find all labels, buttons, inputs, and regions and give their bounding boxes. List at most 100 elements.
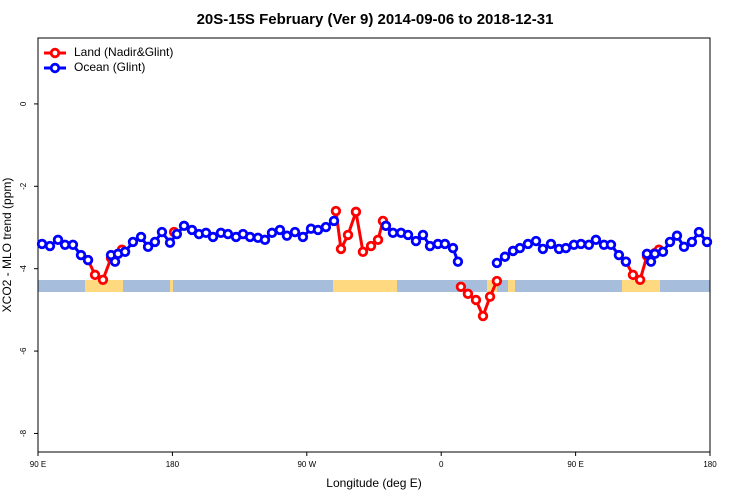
point: [439, 238, 451, 250]
point: [164, 237, 176, 248]
point: [477, 310, 489, 322]
point: [36, 238, 48, 250]
point: [89, 269, 101, 281]
point: [67, 239, 79, 250]
x-tick-label: 180: [703, 460, 717, 469]
point: [75, 249, 87, 261]
point: [244, 231, 256, 243]
point: [455, 281, 467, 293]
point: [484, 291, 496, 302]
point: [522, 238, 534, 250]
point: [281, 230, 293, 241]
point: [410, 235, 422, 247]
point: [328, 215, 340, 227]
point: [605, 239, 617, 250]
point: [701, 236, 713, 248]
point: [514, 242, 526, 254]
point: [135, 231, 147, 243]
point: [627, 269, 639, 281]
point: [499, 251, 511, 262]
point: [613, 249, 625, 261]
point: [671, 230, 683, 241]
point: [274, 224, 286, 236]
point: [207, 231, 219, 243]
legend-label: Land (Nadir&Glint): [74, 45, 173, 59]
point: [560, 242, 572, 254]
point: [266, 227, 278, 239]
point: [634, 274, 646, 286]
x-tick-label: 90 E: [30, 460, 46, 469]
point: [372, 234, 384, 246]
point: [530, 235, 542, 247]
y-tick-label: -2: [19, 182, 28, 190]
point: [417, 229, 429, 241]
y-tick-label: -8: [19, 429, 28, 437]
point: [259, 234, 271, 246]
point: [575, 238, 587, 250]
land-band: [508, 280, 515, 292]
point: [462, 288, 474, 300]
point: [350, 206, 362, 218]
y-tick-label: 0: [19, 101, 28, 106]
point: [320, 221, 332, 233]
point: [387, 227, 399, 239]
point: [289, 226, 301, 238]
point: [59, 239, 71, 250]
point: [649, 248, 661, 260]
point: [491, 275, 503, 287]
point: [82, 254, 94, 266]
y-tick-label: -4: [19, 265, 28, 273]
point: [620, 256, 632, 267]
point: [97, 274, 109, 286]
legend-marker: [49, 62, 61, 74]
point: [156, 226, 168, 238]
point: [149, 236, 161, 248]
point: [200, 227, 212, 239]
point: [590, 234, 602, 246]
x-axis-label: Longitude (deg E): [326, 476, 421, 490]
point: [470, 294, 482, 306]
point: [380, 220, 392, 232]
point: [491, 257, 503, 269]
point: [297, 231, 309, 243]
point: [335, 243, 347, 255]
point: [142, 241, 154, 253]
land-band: [487, 280, 497, 292]
x-tick-label: 90 W: [297, 460, 316, 469]
legend-marker: [49, 47, 61, 59]
point: [222, 228, 234, 240]
point: [44, 240, 56, 252]
point: [645, 256, 657, 267]
land-band: [85, 280, 123, 292]
point: [119, 246, 131, 257]
point: [693, 226, 705, 238]
land-band: [333, 280, 397, 292]
point: [342, 229, 354, 241]
point: [171, 228, 183, 240]
land-band: [170, 280, 173, 292]
point: [365, 240, 377, 252]
point: [664, 236, 676, 248]
point: [678, 241, 690, 253]
series-line: [86, 210, 660, 321]
chart-title: 20S-15S February (Ver 9) 2014-09-06 to 2…: [197, 11, 554, 28]
x-tick-label: 0: [439, 460, 444, 469]
point: [537, 243, 549, 255]
land-band: [622, 280, 660, 292]
point: [127, 236, 139, 248]
legend-label: Ocean (Glint): [74, 60, 145, 74]
point: [424, 240, 436, 252]
point: [657, 246, 669, 257]
point: [641, 248, 653, 260]
point: [330, 205, 342, 217]
surface-mask: [38, 280, 710, 292]
y-tick-label: -6: [19, 347, 28, 355]
x-tick-label: 180: [166, 460, 180, 469]
point: [452, 256, 464, 267]
point: [178, 220, 190, 232]
point: [402, 229, 414, 241]
point: [545, 238, 557, 250]
point: [357, 246, 369, 257]
point: [52, 234, 64, 246]
